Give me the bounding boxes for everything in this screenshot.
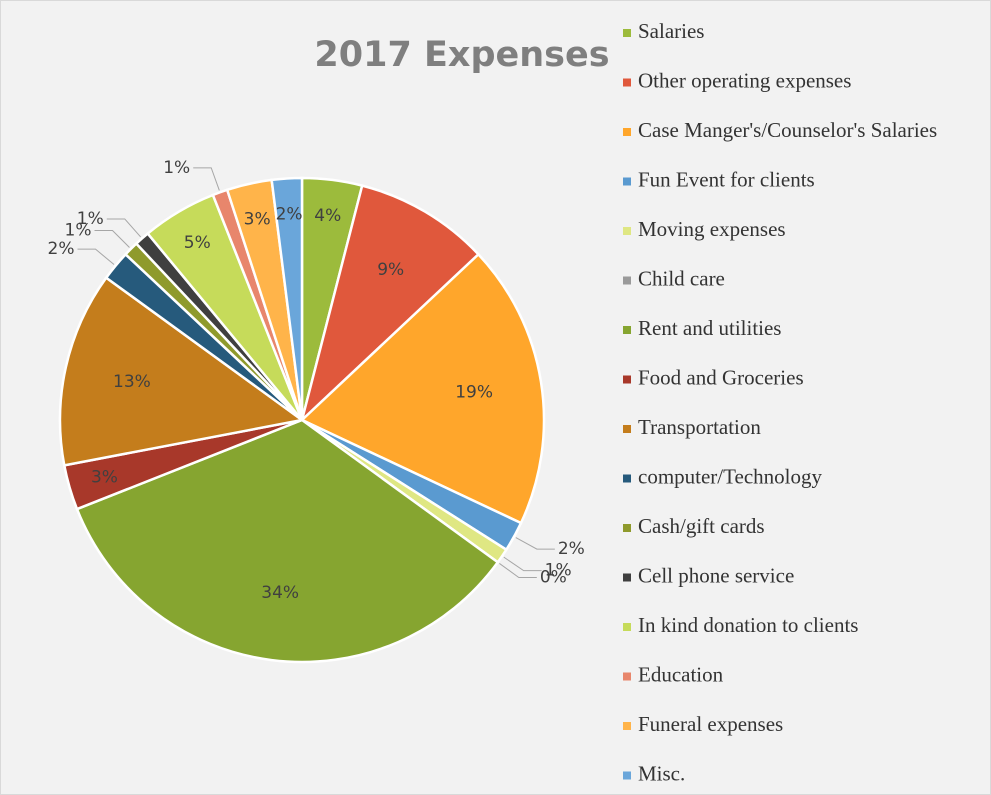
legend-swatch (623, 623, 631, 631)
legend-swatch (623, 474, 631, 483)
leader-line (77, 248, 115, 265)
legend-swatch (623, 276, 631, 285)
legend-swatch (623, 425, 631, 433)
data-label: 9% (377, 260, 404, 280)
data-label: 34% (261, 583, 299, 603)
data-label: 0% (540, 568, 567, 588)
legend-label: In kind donation to clients (638, 613, 858, 637)
leader-line (503, 556, 542, 572)
leader-line (94, 229, 130, 248)
legend-swatch (623, 177, 631, 186)
legend-label: Moving expenses (638, 217, 786, 241)
data-label: 1% (77, 209, 104, 229)
data-label: 5% (184, 233, 211, 253)
legend-swatch (623, 524, 631, 532)
legend-label: Cell phone service (638, 563, 794, 587)
legend-label: computer/Technology (638, 464, 822, 488)
legend-swatch (623, 573, 631, 582)
chart-title: 2017 Expenses (314, 35, 609, 75)
data-label: 1% (545, 561, 572, 581)
data-label: 19% (455, 383, 493, 403)
data-label: 1% (65, 220, 92, 240)
pie-slice (270, 176, 304, 421)
pie-slice (299, 184, 481, 424)
legend-label: Fun Event for clients (638, 167, 815, 191)
legend-swatch (623, 375, 631, 384)
legend-label: Cash/gift cards (638, 514, 765, 538)
legend-swatch (623, 771, 631, 780)
data-label: 3% (91, 467, 118, 487)
pie-slice (58, 276, 306, 467)
legend-swatch (623, 78, 631, 87)
data-label: 4% (314, 206, 341, 226)
legend-label: Misc. (638, 761, 685, 785)
legend-label: Rent and utilities (638, 316, 781, 340)
leader-line (515, 537, 555, 550)
legend-label: Child care (638, 266, 725, 290)
data-label: 2% (276, 205, 303, 225)
legend-label: Transportation (638, 415, 761, 439)
legend-label: Education (638, 662, 724, 686)
legend-label: Food and Groceries (638, 365, 804, 389)
legend-label: Case Manger's/Counselor's Salaries (638, 118, 937, 142)
pie-slice (299, 252, 546, 525)
legend-label: Salaries (638, 19, 704, 43)
legend-swatch (623, 29, 631, 37)
leader-line (193, 167, 220, 191)
data-label: 1% (163, 158, 190, 178)
legend-swatch (623, 128, 631, 136)
legend-swatch (623, 672, 631, 681)
data-label: 13% (113, 372, 151, 392)
leader-line (106, 218, 142, 238)
legend-swatch (623, 227, 631, 235)
legend-label: Other operating expenses (638, 68, 851, 92)
legend-swatch (623, 722, 631, 730)
data-label: 2% (558, 539, 585, 559)
data-label: 2% (48, 239, 75, 259)
pie-slice (75, 418, 500, 664)
legend-label: Funeral expenses (638, 712, 783, 736)
leader-line (499, 563, 537, 579)
data-label: 3% (244, 209, 271, 229)
legend-swatch (623, 326, 631, 334)
